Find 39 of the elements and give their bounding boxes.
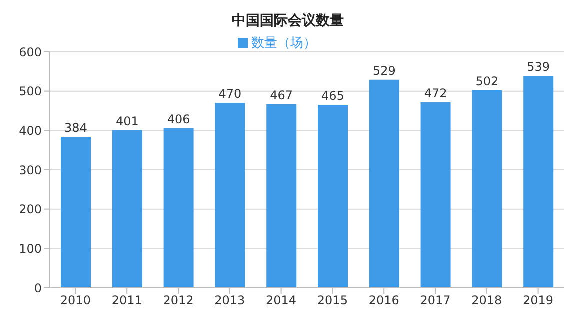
x-tick-label: 2010 <box>60 294 91 308</box>
x-tick-label: 2012 <box>163 294 194 308</box>
y-tick-label: 200 <box>19 202 42 217</box>
data-label: 502 <box>476 74 499 89</box>
data-label: 401 <box>116 114 139 128</box>
bar <box>61 136 91 288</box>
y-tick-label: 500 <box>19 84 42 99</box>
x-tick-label: 2016 <box>368 294 400 308</box>
data-label: 539 <box>527 60 550 74</box>
bar <box>369 80 400 288</box>
y-tick-label: 300 <box>19 163 42 178</box>
data-label: 467 <box>270 88 294 102</box>
bar <box>524 76 554 288</box>
bar <box>318 105 348 288</box>
x-tick-label: 2017 <box>420 294 451 308</box>
y-tick-label: 600 <box>19 45 42 60</box>
bar <box>472 90 502 288</box>
bar <box>112 130 142 288</box>
x-tick-label: 2011 <box>112 294 142 308</box>
data-label: 384 <box>64 120 88 135</box>
data-label: 470 <box>218 87 242 102</box>
bar <box>266 104 297 288</box>
x-tick-label: 2018 <box>472 294 502 308</box>
y-tick-label: 0 <box>34 281 42 296</box>
bar <box>215 103 246 288</box>
x-tick-label: 2014 <box>266 294 297 308</box>
data-label: 529 <box>372 64 396 78</box>
data-label: 465 <box>322 89 344 104</box>
x-tick-label: 2015 <box>317 294 348 308</box>
data-label: 472 <box>424 86 448 100</box>
x-tick-label: 2019 <box>523 294 554 308</box>
x-tick-label: 2013 <box>214 294 246 308</box>
y-tick-label: 100 <box>19 242 42 256</box>
bar <box>420 102 451 288</box>
chart-title: 中国国际会议数量 <box>231 12 345 30</box>
bar <box>164 128 194 288</box>
y-tick-label: 400 <box>19 124 42 138</box>
data-label: 406 <box>167 112 190 126</box>
legend-label: 数量（场） <box>252 36 316 51</box>
